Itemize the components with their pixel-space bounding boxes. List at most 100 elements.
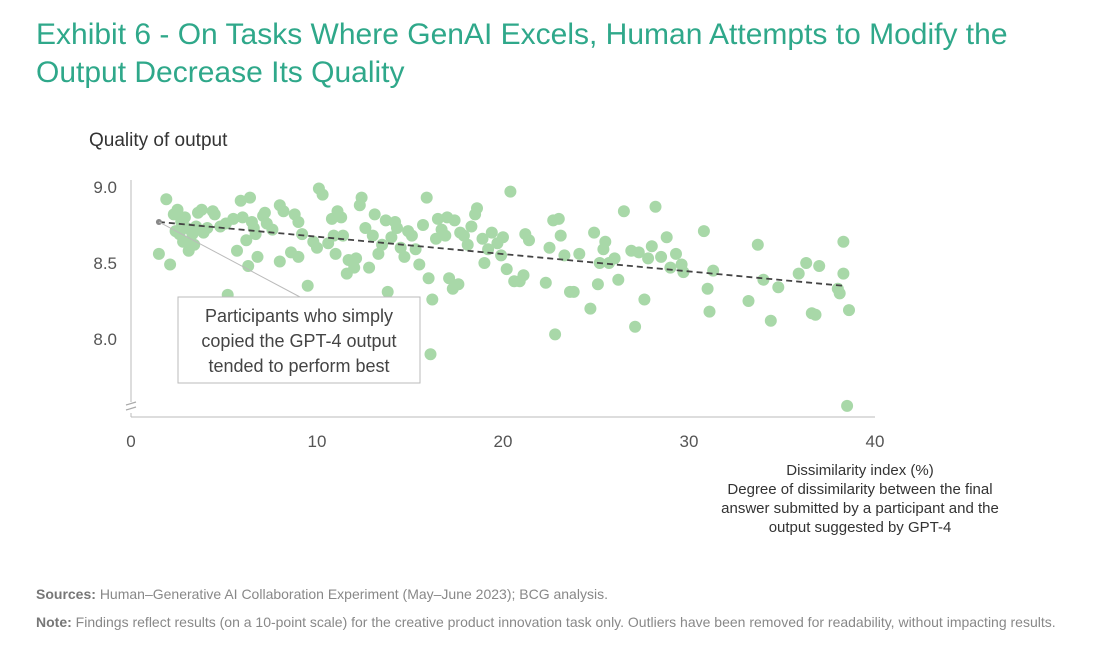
data-point <box>588 226 601 239</box>
data-point <box>430 232 442 245</box>
data-point <box>476 232 489 245</box>
callout-text-line: copied the GPT-4 output <box>201 331 396 351</box>
data-point <box>311 241 323 254</box>
x-axis-description: Dissimilarity index (%) Degree of dissim… <box>720 461 1000 537</box>
data-point <box>379 214 392 227</box>
sources-footnote: Sources: Human–Generative AI Collaborati… <box>36 586 1076 603</box>
data-point <box>160 193 173 206</box>
data-point <box>837 267 850 280</box>
data-point <box>164 258 177 271</box>
data-point <box>391 222 403 234</box>
data-point <box>448 214 461 227</box>
data-point <box>497 231 509 244</box>
data-point <box>405 229 418 242</box>
data-point <box>742 295 755 307</box>
data-point <box>195 203 208 216</box>
note-text: Findings reflect results (on a 10-point … <box>75 614 1056 630</box>
data-point <box>841 399 854 412</box>
data-point <box>701 282 714 295</box>
data-point <box>649 200 662 213</box>
data-point <box>240 234 253 247</box>
y-tick-label: 8.0 <box>93 330 117 349</box>
data-point <box>236 211 249 224</box>
data-point <box>471 202 483 215</box>
data-point <box>376 238 389 251</box>
exhibit-title: Exhibit 6 - On Tasks Where GenAI Excels,… <box>36 18 1008 89</box>
x-axis-subtitle: Degree of dissimilarity between the fina… <box>721 481 999 536</box>
data-point <box>439 229 452 242</box>
data-point <box>465 220 478 233</box>
sources-label: Sources: <box>36 586 96 602</box>
data-point <box>549 328 562 341</box>
data-point <box>517 269 530 282</box>
y-axis-label: Quality of output <box>89 130 228 151</box>
data-point <box>201 222 214 234</box>
data-point <box>837 235 850 248</box>
data-point <box>772 281 785 294</box>
data-point <box>632 246 645 259</box>
data-point <box>843 304 855 317</box>
data-point <box>316 188 329 201</box>
data-point <box>677 266 690 279</box>
data-point <box>617 205 630 218</box>
data-point <box>554 229 567 242</box>
data-point <box>422 272 435 285</box>
callout-text-line: Participants who simply <box>205 306 393 326</box>
data-point <box>751 238 764 251</box>
data-point <box>543 241 556 254</box>
data-point <box>292 216 305 228</box>
x-ticks: 0 10 20 30 40 <box>126 432 884 451</box>
data-point <box>420 191 433 204</box>
y-ticks: 9.0 8.5 8.0 <box>93 178 117 349</box>
data-point <box>660 231 673 244</box>
data-point <box>385 231 398 244</box>
data-point <box>612 273 625 286</box>
x-tick-label: 30 <box>680 432 699 451</box>
data-point <box>539 276 552 289</box>
data-point <box>178 211 191 224</box>
data-point <box>227 212 240 225</box>
data-point <box>301 279 314 292</box>
data-point <box>645 240 658 253</box>
data-point <box>523 234 535 247</box>
data-point <box>231 244 243 257</box>
data-point <box>366 229 379 242</box>
sources-text: Human–Generative AI Collaboration Experi… <box>99 586 608 602</box>
data-point <box>348 261 361 274</box>
axes <box>125 180 875 418</box>
data-point <box>457 229 470 242</box>
data-point <box>208 208 221 221</box>
data-point <box>251 250 264 263</box>
data-point <box>813 260 826 272</box>
data-point <box>372 247 385 260</box>
y-tick-label: 8.5 <box>93 254 117 273</box>
data-point <box>242 260 255 272</box>
data-point <box>417 219 429 231</box>
data-point <box>567 285 580 298</box>
data-point <box>398 250 411 263</box>
x-axis-label: Dissimilarity index (%) <box>786 462 934 479</box>
x-tick-label: 40 <box>866 432 885 451</box>
callout-text-line: tended to perform best <box>208 356 389 376</box>
data-point <box>504 185 517 198</box>
data-point <box>329 247 342 260</box>
data-point <box>359 222 372 234</box>
data-point <box>573 247 586 260</box>
data-point <box>234 194 247 207</box>
note-footnote: Note: Findings reflect results (on a 10-… <box>36 614 1076 631</box>
data-point <box>350 252 363 265</box>
data-point <box>258 206 271 219</box>
data-point <box>152 247 165 260</box>
data-point <box>800 257 813 269</box>
data-point <box>703 305 716 318</box>
x-tick-label: 10 <box>308 432 327 451</box>
callout-leader-line <box>158 221 301 298</box>
y-tick-label: 9.0 <box>93 178 117 197</box>
data-point <box>292 250 305 263</box>
data-point <box>552 212 565 225</box>
trend-line <box>158 221 844 287</box>
data-point <box>452 278 465 291</box>
data-point <box>591 278 604 291</box>
data-point <box>244 191 256 204</box>
